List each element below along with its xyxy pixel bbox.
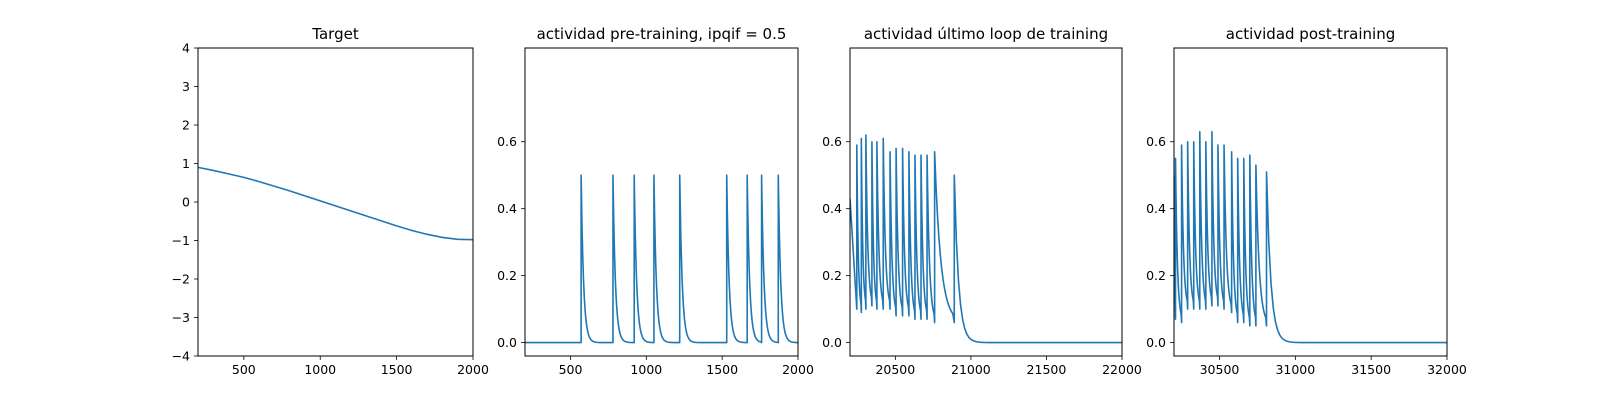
x-tick-label: 31500 [1351, 362, 1391, 377]
y-tick-label: 3 [182, 79, 190, 94]
panel-post-training: 30500 31000 31500 32000 0.0 0.2 0.4 0.6 activida… [1146, 25, 1467, 377]
chart-title: Target [311, 25, 359, 43]
y-tick-label: 0.0 [822, 335, 842, 350]
series-line [1174, 130, 1447, 344]
x-tick-label: 32000 [1427, 362, 1467, 377]
y-tick-label: −4 [172, 349, 190, 364]
plot-frame [524, 47, 799, 357]
panel-pre-training: 500 1000 1500 2000 0.0 0.2 0.4 0.6 actividad pre… [497, 25, 814, 377]
plot-frame [849, 47, 1123, 357]
y-tick-label: −2 [172, 272, 190, 287]
chart-title: actividad post-training [1226, 25, 1395, 43]
x-tick-label: 22000 [1102, 362, 1142, 377]
x-tick-label: 21000 [951, 362, 991, 377]
y-tick-label: 0.0 [497, 335, 517, 350]
panel-last-training-loop: 20500 21000 21500 22000 0.0 0.2 0.4 0.6 activida… [822, 25, 1142, 377]
y-tick-label: 2 [182, 118, 190, 133]
y-tick-label: 0.2 [497, 268, 517, 283]
y-tick-label: 0.6 [497, 134, 517, 149]
y-tick-label: 0.6 [1146, 134, 1166, 149]
x-tick-label: 2000 [457, 362, 489, 377]
x-tick-label: 500 [232, 362, 256, 377]
x-tick-label: 20500 [875, 362, 915, 377]
y-tick-label: 0.6 [822, 134, 842, 149]
y-tick-label: −1 [172, 233, 190, 248]
chart-title: actividad último loop de training [864, 25, 1108, 43]
x-tick-label: 30500 [1200, 362, 1240, 377]
x-tick-label: 1500 [706, 362, 738, 377]
x-tick-label: 1500 [381, 362, 413, 377]
panel-target: 500 1000 1500 2000 −4 −3 −2 −1 0 1 2 3 4 Target [172, 25, 489, 377]
y-tick-label: 0.2 [822, 268, 842, 283]
y-tick-label: 0.0 [1146, 335, 1166, 350]
plot-frame [1173, 47, 1448, 357]
series-line [198, 166, 473, 241]
y-tick-label: 0.4 [1146, 201, 1166, 216]
y-tick-label: 1 [182, 156, 190, 171]
x-tick-label: 1000 [630, 362, 662, 377]
chart-title: actividad pre-training, ipqif = 0.5 [537, 25, 787, 43]
y-tick-label: 0.4 [822, 201, 842, 216]
y-tick-label: 0 [182, 195, 190, 210]
series-line [850, 134, 1122, 344]
y-tick-label: −3 [172, 310, 190, 325]
series-line [525, 174, 798, 344]
x-tick-label: 1000 [304, 362, 336, 377]
y-tick-label: 0.2 [1146, 268, 1166, 283]
x-tick-label: 31000 [1275, 362, 1315, 377]
x-tick-label: 21500 [1027, 362, 1067, 377]
y-tick-label: 0.4 [497, 201, 517, 216]
y-tick-label: 4 [182, 41, 190, 56]
x-tick-label: 500 [559, 362, 583, 377]
x-tick-label: 2000 [782, 362, 814, 377]
